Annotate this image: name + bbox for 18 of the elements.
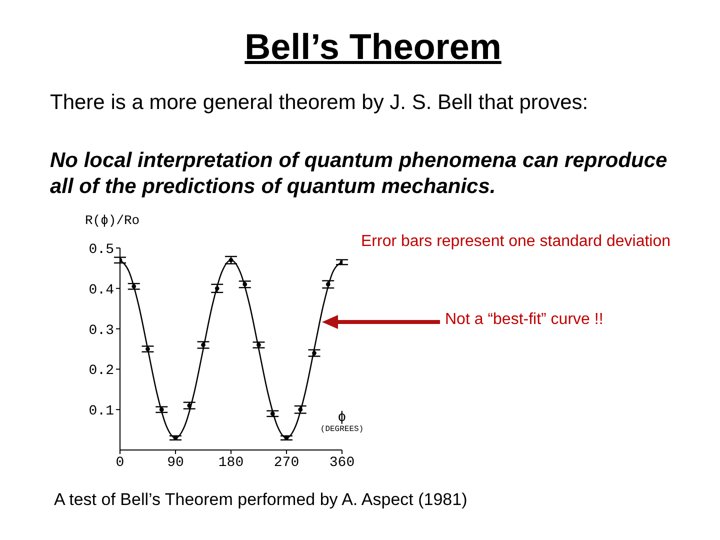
y-axis-title: R(ϕ)/Ro <box>85 213 140 228</box>
x-tick-label: 90 <box>167 454 184 471</box>
x-tick-label: 0 <box>116 454 124 471</box>
x-tick-label: 270 <box>274 454 300 471</box>
chart-subtitle: There is a more general theorem by J. S. Bell that proves: <box>50 91 588 115</box>
y-tick-label: 0.1 <box>88 404 114 420</box>
x-tick-label: 360 <box>329 454 355 471</box>
text: No local interpretation of quantum phenomena can reproduce all of the predictions of quantum mechanics. <box>50 148 668 200</box>
text: Error bars represent one standard deviation <box>361 233 671 251</box>
y-tick-label: 0.2 <box>88 363 114 380</box>
text: Not a “best-fit” curve !! <box>445 311 604 329</box>
text: A test of Bell’s Theorem performed by A. Aspect (1981) <box>54 490 468 510</box>
x-tick-label: 180 <box>218 454 244 471</box>
chart-title: Bell’s Theorem <box>244 26 502 68</box>
x-axis-title: ϕ (DEGREES) <box>319 410 365 436</box>
y-tick-label: 0.3 <box>88 322 114 339</box>
y-tick-label: 0.4 <box>88 282 114 298</box>
y-tick-label: 0.5 <box>88 242 114 258</box>
